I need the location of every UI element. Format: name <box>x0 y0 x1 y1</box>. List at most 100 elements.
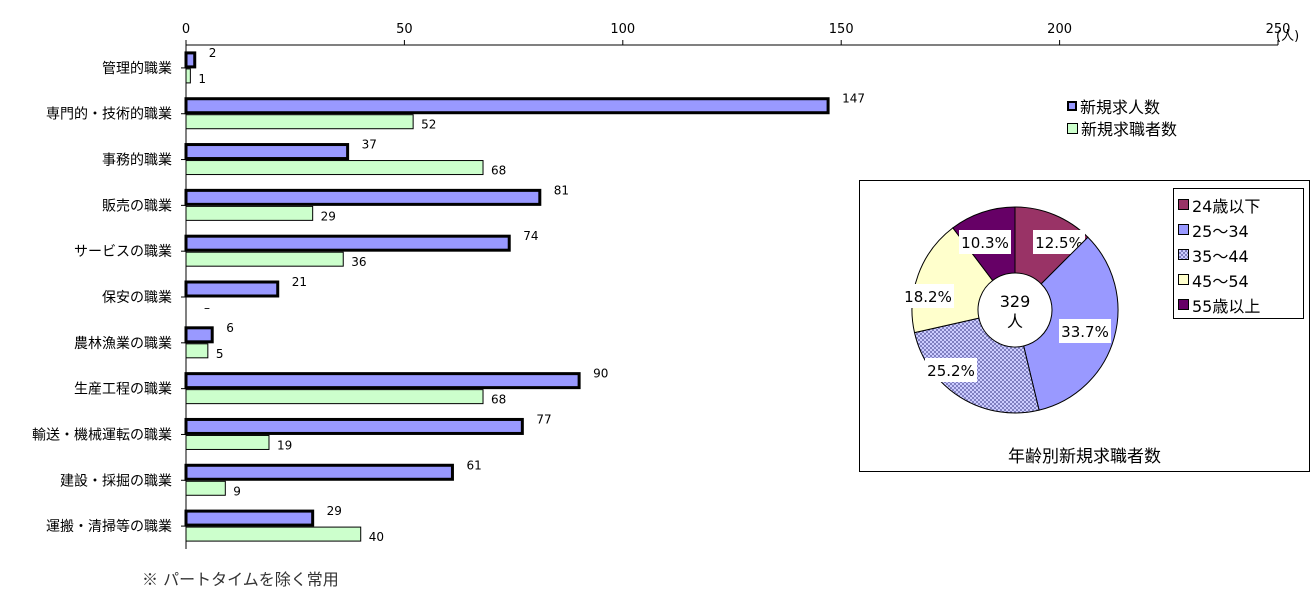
x-tick-label: 100 <box>610 22 635 37</box>
legend-item: 新規求職者数 <box>1067 117 1177 139</box>
center-total: 329 <box>1000 292 1031 311</box>
bar-new-job-seekers <box>185 434 270 450</box>
pie-legend-item: 35～44 <box>1178 242 1303 267</box>
slice-label: 10.3% <box>961 234 1009 252</box>
pie-legend-swatch <box>1178 274 1189 285</box>
x-unit-label: (人) <box>1276 29 1299 44</box>
category-label: 生産工程の職業 <box>74 382 172 398</box>
pie-legend-swatch <box>1178 224 1189 235</box>
legend-label: 新規求人数 <box>1080 98 1161 117</box>
bar-new-job-openings <box>184 51 197 69</box>
pie-legend-label: 55歳以上 <box>1192 296 1261 316</box>
data-label: 29 <box>327 504 342 518</box>
category-label: 運搬・清掃等の職業 <box>46 518 172 535</box>
bar-new-job-openings <box>184 372 581 390</box>
data-label: 37 <box>362 138 377 152</box>
data-label: 29 <box>321 209 336 223</box>
pie-legend-swatch <box>1178 199 1189 210</box>
bar-new-job-openings <box>184 97 830 115</box>
x-tick-label: 0 <box>182 22 190 37</box>
pie-legend: 24歳以下 25～34 35～44 45～54 55歳以上 <box>1173 188 1304 319</box>
slice-label-bg <box>959 230 1011 254</box>
category-label: サービスの職業 <box>74 244 172 260</box>
slice-label: 18.2% <box>904 288 952 306</box>
bar-new-job-openings <box>184 326 214 344</box>
pie-legend-label: 24歳以下 <box>1192 196 1261 216</box>
data-label: 77 <box>536 412 551 426</box>
bar-new-job-seekers <box>185 68 191 84</box>
category-label: 建設・採掘の職業 <box>60 473 172 489</box>
bar-new-job-openings <box>184 280 280 298</box>
slice-label: 33.7% <box>1061 323 1109 341</box>
bar-new-job-openings <box>184 417 524 435</box>
data-label: 36 <box>351 255 366 269</box>
bar-new-job-openings <box>184 509 315 527</box>
pie-legend-item: 25～34 <box>1178 217 1303 242</box>
category-label: 事務的職業 <box>102 153 172 169</box>
data-label: 6 <box>226 321 234 335</box>
category-label: 輸送・機械運転の職業 <box>32 427 172 443</box>
data-label: 74 <box>523 229 538 243</box>
category-label: 販売の職業 <box>102 198 172 214</box>
bar-new-job-seekers <box>185 389 484 405</box>
pie-legend-swatch <box>1178 299 1189 310</box>
bar-new-job-openings <box>184 463 454 481</box>
slice-label: 12.5% <box>1035 234 1083 252</box>
legend-item: 新規求人数 <box>1067 95 1177 117</box>
bar-new-job-seekers <box>185 343 209 359</box>
data-label: 21 <box>292 275 307 289</box>
bar-new-job-seekers <box>185 480 226 496</box>
pie-title: 年齢別新規求職者数 <box>1008 447 1161 467</box>
pie-legend-item: 24歳以下 <box>1178 192 1303 217</box>
bar-new-job-seekers <box>185 251 344 267</box>
bar-new-job-seekers <box>185 205 314 221</box>
data-label: 68 <box>491 164 506 178</box>
x-tick-label: 50 <box>396 22 413 37</box>
bar-new-job-openings <box>184 188 542 206</box>
pie-legend-item: 55歳以上 <box>1178 292 1303 317</box>
data-label: 90 <box>593 367 608 381</box>
data-label: 147 <box>842 92 865 106</box>
data-label: 68 <box>491 393 506 407</box>
pie-legend-item: 45～54 <box>1178 267 1303 292</box>
bar-legend: 新規求人数 新規求職者数 <box>1067 95 1177 139</box>
data-label: 52 <box>421 118 436 132</box>
bar-new-job-seekers <box>185 526 362 542</box>
slice-label-bg <box>1059 319 1111 343</box>
x-tick-label: 150 <box>829 22 854 37</box>
data-label: 40 <box>369 530 384 544</box>
data-label: 1 <box>198 72 206 86</box>
category-label: 保安の職業 <box>102 290 172 306</box>
slice-label-bg <box>902 284 954 308</box>
data-label: 61 <box>466 458 481 472</box>
bar-new-job-seekers <box>185 114 414 130</box>
x-tick-label: 200 <box>1047 22 1072 37</box>
x-tick-label: 250 <box>1266 22 1291 37</box>
pie-legend-label: 35～44 <box>1192 246 1249 266</box>
data-label: 19 <box>277 438 292 452</box>
data-label: 9 <box>233 484 241 498</box>
data-label: 5 <box>216 347 224 361</box>
category-label: 専門的・技術的職業 <box>46 107 172 123</box>
bar-new-job-seekers <box>185 160 484 176</box>
category-label: 管理的職業 <box>102 61 172 77</box>
legend-swatch <box>1067 101 1077 111</box>
slice-label-bg <box>925 358 977 382</box>
data-label: 81 <box>554 183 569 197</box>
bar-new-job-openings <box>184 143 350 161</box>
center-unit: 人 <box>1007 312 1023 331</box>
legend-label: 新規求職者数 <box>1081 120 1178 139</box>
data-label: 2 <box>209 46 217 60</box>
data-label: – <box>204 301 210 315</box>
pie-legend-swatch <box>1178 249 1189 260</box>
pie-legend-label: 45～54 <box>1192 271 1249 291</box>
slice-label: 25.2% <box>927 362 975 380</box>
pie-chart-panel: 12.5% 33.7% 25.2% 18.2% 10.3% 329 人 24歳以下 25～34… <box>859 180 1310 472</box>
legend-swatch <box>1067 122 1078 134</box>
footnote: ※ パートタイムを除く常用 <box>142 570 339 589</box>
category-label: 農林漁業の職業 <box>74 336 172 352</box>
pie-legend-label: 25～34 <box>1192 221 1249 241</box>
